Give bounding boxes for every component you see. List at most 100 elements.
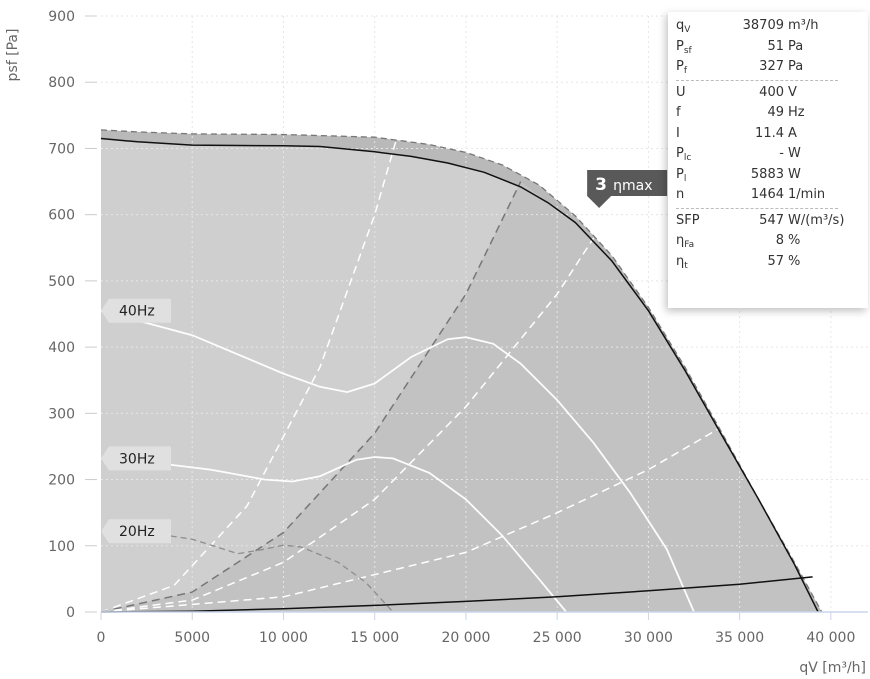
freq-label-text: 20Hz	[119, 524, 155, 540]
freq-curve-40hz	[100, 309, 695, 613]
y-tick-label: 900	[48, 9, 75, 25]
info-symbol-base: P	[676, 146, 684, 161]
info-symbol-base: U	[676, 84, 686, 100]
x-tick-label: 10 000	[259, 630, 308, 646]
info-separator	[676, 207, 838, 209]
info-row: I 11.4 A	[676, 124, 868, 145]
info-symbol-base: SFP	[676, 212, 700, 228]
info-row: f 49 Hz	[676, 103, 868, 124]
info-symbol-sub: V	[684, 25, 691, 35]
info-symbol: qV	[676, 16, 726, 41]
info-value: 547	[759, 212, 784, 228]
info-symbol-base: f	[676, 105, 681, 120]
freq-label-text: 40Hz	[119, 304, 155, 320]
info-row: Pl 5883 W	[676, 165, 868, 186]
info-row: qV 38709 m³/h	[676, 16, 868, 37]
info-unit: Pa	[788, 59, 804, 74]
efficiency-zone	[101, 181, 819, 612]
info-symbol: f	[676, 103, 726, 124]
freq-label-text: 30Hz	[119, 451, 155, 467]
info-unit: Pa	[788, 38, 804, 54]
eta-max-marker: 3 ηmax	[587, 170, 668, 209]
info-row: SFP 547 W/(m³/s)	[676, 211, 868, 232]
x-tick-label: 40 000	[806, 630, 855, 646]
info-value: 38709	[742, 18, 784, 33]
info-row: Psf 51 Pa	[676, 37, 868, 58]
info-symbol-sub: f	[683, 66, 688, 76]
x-tick-label: 0	[97, 630, 106, 646]
info-unit: W	[788, 146, 801, 161]
info-unit: A	[788, 125, 797, 141]
system-curve-4	[100, 412, 768, 613]
x-tick-label: 30 000	[624, 630, 673, 646]
info-symbol-base: n	[676, 187, 685, 202]
info-symbol-sub: l	[683, 173, 687, 184]
info-symbol: n	[676, 185, 726, 206]
info-value: -	[779, 146, 784, 161]
info-symbol-base: q	[676, 18, 685, 33]
freq-curve-30hz	[100, 456, 567, 613]
flow-pressure-group: qV 38709 m³/h Psf 51 Pa Pf 327 Pa	[676, 16, 868, 78]
y-tick-label: 500	[48, 274, 75, 290]
eta-max-number: 3	[595, 175, 607, 195]
freq-label-40hz: 40Hz	[101, 298, 171, 323]
info-unit: 1/min	[788, 187, 826, 202]
y-tick-label: 600	[48, 208, 75, 224]
info-symbol: ηt	[676, 252, 726, 277]
x-tick-label: 25 000	[533, 630, 582, 646]
x-tick-label: 20 000	[441, 630, 490, 646]
info-symbol-base: P	[676, 166, 684, 182]
info-symbol: Pl	[676, 165, 726, 190]
efficiency-group: SFP 547 W/(m³/s) ηFa 8% ηt 57%	[676, 211, 868, 273]
info-symbol-sub: Fa	[684, 240, 695, 250]
x-tick-label: 35 000	[715, 630, 764, 646]
freq-label-20hz: 20Hz	[101, 519, 171, 544]
eta-max-label: ηmax	[613, 178, 652, 194]
info-symbol-base: P	[676, 38, 684, 54]
info-row: ηFa 8%	[676, 231, 868, 252]
info-unit: W/(m³/s)	[788, 212, 845, 228]
info-value: 11.4	[755, 125, 784, 141]
y-tick-label: 200	[48, 473, 75, 489]
freq-label-flag	[101, 446, 171, 471]
info-value: 400	[759, 84, 784, 100]
info-row: n 1464 1/min	[676, 185, 868, 206]
info-row: Pf 327 Pa	[676, 57, 868, 78]
freq-label-flag	[101, 519, 171, 544]
main-curve-1	[100, 137, 819, 613]
info-value: 51	[767, 38, 784, 54]
chart-axes: 0 5000 10 000 15 000 20 000 25 000 30 000 35 00…	[48, 9, 868, 646]
info-unit: %	[788, 233, 801, 248]
chart-areas	[101, 129, 822, 612]
info-value: 57	[767, 253, 784, 269]
info-symbol: Plc	[676, 144, 726, 169]
info-unit: m³/h	[788, 18, 819, 33]
x-axis-title: qV [m³/h]	[799, 660, 866, 676]
x-tick-label: 5000	[174, 630, 210, 646]
info-symbol-base: η	[676, 253, 685, 269]
system-curve-2	[100, 181, 522, 613]
y-tick-label: 100	[48, 539, 75, 555]
freq-label-flag	[101, 298, 171, 323]
info-value: 49	[767, 105, 784, 120]
info-value: 8	[775, 233, 784, 248]
info-unit: V	[788, 84, 797, 100]
info-unit: %	[788, 253, 801, 269]
freq-curve-20hz	[100, 530, 394, 613]
info-symbol-sub: sf	[683, 45, 692, 56]
info-symbol-base: I	[676, 125, 680, 141]
info-symbol: ηFa	[676, 231, 726, 256]
info-symbol-sub: lc	[683, 153, 692, 163]
info-symbol-sub: t	[684, 260, 688, 271]
y-axis-title: psf [Pa]	[5, 29, 21, 82]
info-symbol: I	[676, 124, 726, 145]
eta-max-flag	[587, 170, 668, 209]
info-symbol: SFP	[676, 211, 726, 232]
info-symbol: U	[676, 83, 726, 104]
freq-label-30hz: 30Hz	[101, 446, 171, 471]
info-value: 327	[759, 59, 784, 74]
y-tick-label: 800	[48, 75, 75, 91]
info-unit: W	[788, 166, 801, 182]
